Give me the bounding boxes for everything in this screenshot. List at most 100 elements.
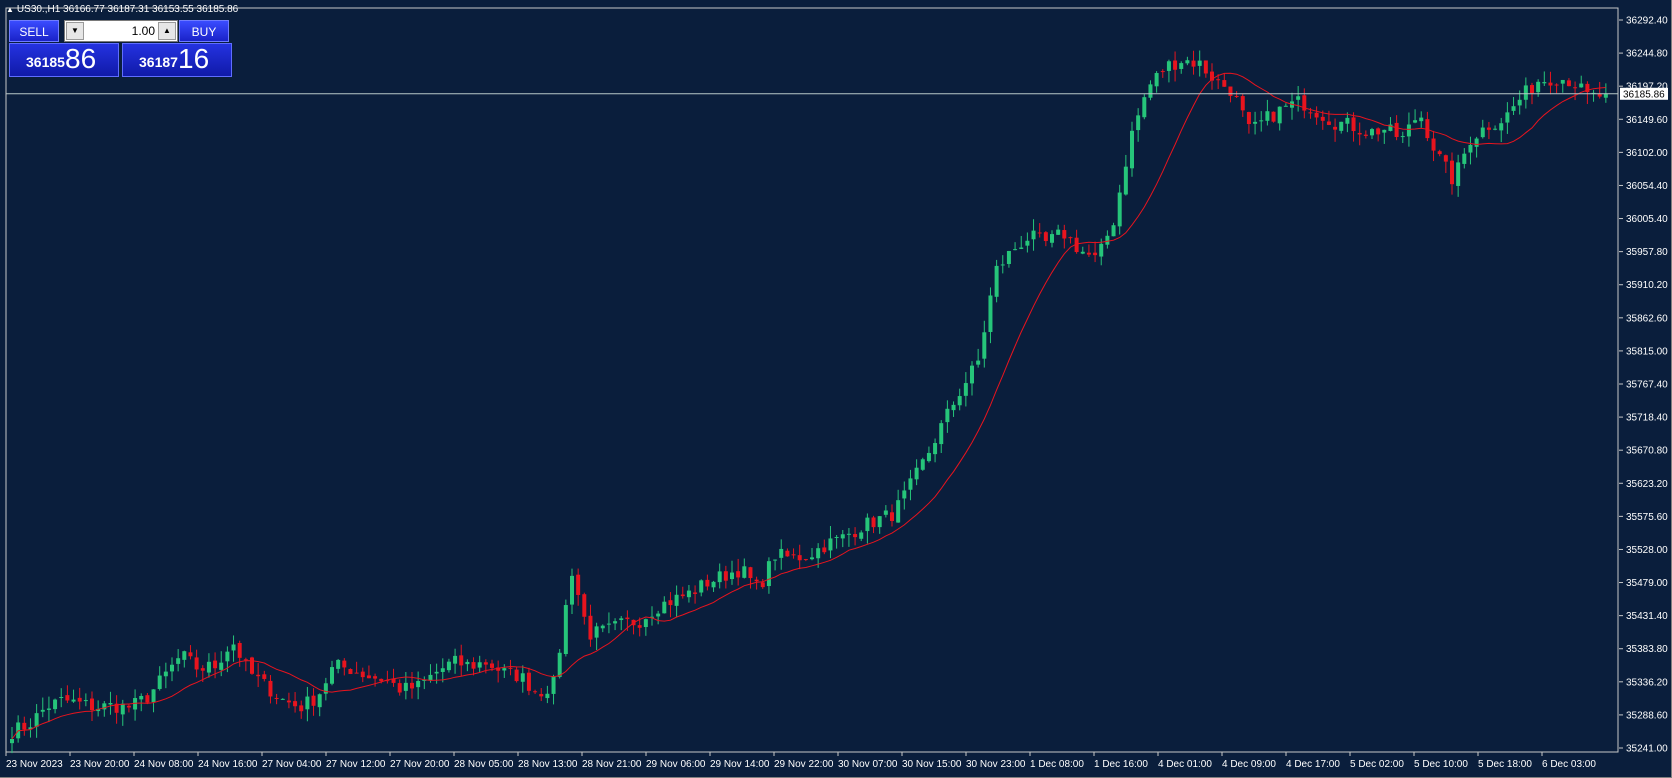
time-axis-label: 27 Nov 12:00 — [326, 759, 386, 770]
collapse-triangle-icon[interactable]: ▲ — [6, 5, 14, 14]
candle-body — [945, 408, 950, 423]
candle-body — [120, 703, 125, 715]
candle-body — [1019, 247, 1024, 249]
candle-body — [1493, 128, 1498, 130]
candle-body — [1160, 71, 1165, 73]
time-axis-label: 29 Nov 06:00 — [646, 759, 706, 770]
time-axis-label: 28 Nov 13:00 — [518, 759, 578, 770]
price-axis-label: 35241.00 — [1626, 744, 1668, 755]
symbol-header: ▲ US30.,H1 36166.77 36187.31 36153.55 361… — [6, 4, 238, 16]
candle-body — [896, 500, 901, 523]
candle-body — [643, 619, 648, 628]
candle-body — [1419, 117, 1424, 122]
price-axis-label: 35431.40 — [1626, 611, 1668, 622]
candle-body — [1074, 237, 1079, 253]
candle-body — [508, 667, 513, 669]
candle-body — [354, 672, 359, 674]
price-axis-label: 35288.60 — [1626, 710, 1668, 721]
candle-body — [268, 680, 273, 697]
candle-body — [1363, 134, 1368, 136]
price-axis-label: 35623.20 — [1626, 479, 1668, 490]
candle-body — [219, 662, 224, 670]
candle-body — [1111, 225, 1116, 237]
price-axis-label: 36244.80 — [1626, 49, 1668, 60]
candle-body — [1093, 252, 1098, 256]
time-axis-label: 4 Dec 17:00 — [1286, 759, 1340, 770]
price-axis-label: 35718.40 — [1626, 413, 1668, 424]
candle-body — [933, 443, 938, 455]
candle-body — [1462, 153, 1467, 164]
time-axis-label: 27 Nov 04:00 — [262, 759, 322, 770]
time-axis-label: 27 Nov 20:00 — [390, 759, 450, 770]
candle-body — [176, 658, 181, 664]
candle-body — [773, 559, 778, 561]
candle-body — [1536, 81, 1541, 93]
sell-price-button[interactable]: 36185 86 — [9, 43, 119, 77]
candle-body — [373, 676, 378, 679]
candle-body — [145, 695, 150, 703]
buy-price-button[interactable]: 36187 16 — [122, 43, 232, 77]
sell-button[interactable]: SELL — [9, 20, 59, 42]
candle-body — [533, 691, 538, 693]
candle-body — [1185, 60, 1190, 64]
time-axis-label: 5 Dec 10:00 — [1414, 759, 1468, 770]
candle-body — [330, 667, 334, 684]
candle-body — [539, 693, 544, 697]
candle-body — [723, 571, 728, 581]
candle-body — [1191, 60, 1196, 67]
candle-body — [1579, 83, 1584, 88]
candle-body — [182, 651, 187, 660]
candle-body — [391, 678, 396, 683]
lot-increase-icon[interactable]: ▲ — [158, 22, 176, 40]
candle-body — [1437, 151, 1442, 155]
candle-body — [526, 672, 531, 691]
candle-body — [440, 668, 445, 672]
time-axis-label: 30 Nov 23:00 — [966, 759, 1026, 770]
candle-body — [1136, 115, 1141, 131]
candle-body — [846, 533, 851, 535]
candle-body — [65, 695, 70, 701]
time-axis-label: 4 Dec 09:00 — [1222, 759, 1276, 770]
candle-body — [551, 675, 556, 694]
candle-body — [1339, 121, 1344, 131]
candle-body — [1370, 129, 1374, 136]
candle-body — [926, 452, 931, 462]
candle-body — [1296, 96, 1301, 100]
candle-body — [908, 478, 913, 490]
candle-body — [570, 575, 574, 605]
candle-body — [951, 404, 956, 411]
candle-body — [170, 664, 174, 672]
candle-body — [188, 652, 193, 657]
candle-body — [840, 534, 845, 539]
candle-body — [994, 265, 999, 297]
candle-body — [1388, 124, 1393, 131]
candle-body — [200, 668, 205, 671]
time-axis-label: 4 Dec 01:00 — [1158, 759, 1212, 770]
candle-body — [1450, 160, 1454, 185]
candle-body — [1148, 84, 1153, 98]
candle-body — [1523, 85, 1528, 100]
candle-body — [816, 548, 821, 559]
time-axis-label: 5 Dec 18:00 — [1478, 759, 1532, 770]
candle-body — [1431, 138, 1436, 151]
time-axis-label: 29 Nov 22:00 — [774, 759, 834, 770]
candle-body — [957, 396, 962, 406]
buy-button[interactable]: BUY — [179, 20, 229, 42]
candle-body — [1043, 232, 1048, 242]
candle-body — [828, 538, 833, 551]
candle-body — [1179, 63, 1184, 69]
candle-body — [693, 592, 698, 594]
candle-body — [348, 669, 353, 675]
lot-size-stepper[interactable]: ▼ ▲ — [64, 20, 178, 42]
lot-decrease-icon[interactable]: ▼ — [66, 22, 84, 40]
candle-body — [594, 626, 599, 638]
candle-body — [323, 683, 328, 694]
lot-size-input[interactable] — [87, 22, 155, 40]
time-axis-label: 28 Nov 05:00 — [454, 759, 514, 770]
candle-body — [1080, 251, 1085, 254]
candle-body — [453, 655, 458, 664]
candle-body — [139, 696, 144, 700]
candle-body — [545, 693, 550, 699]
